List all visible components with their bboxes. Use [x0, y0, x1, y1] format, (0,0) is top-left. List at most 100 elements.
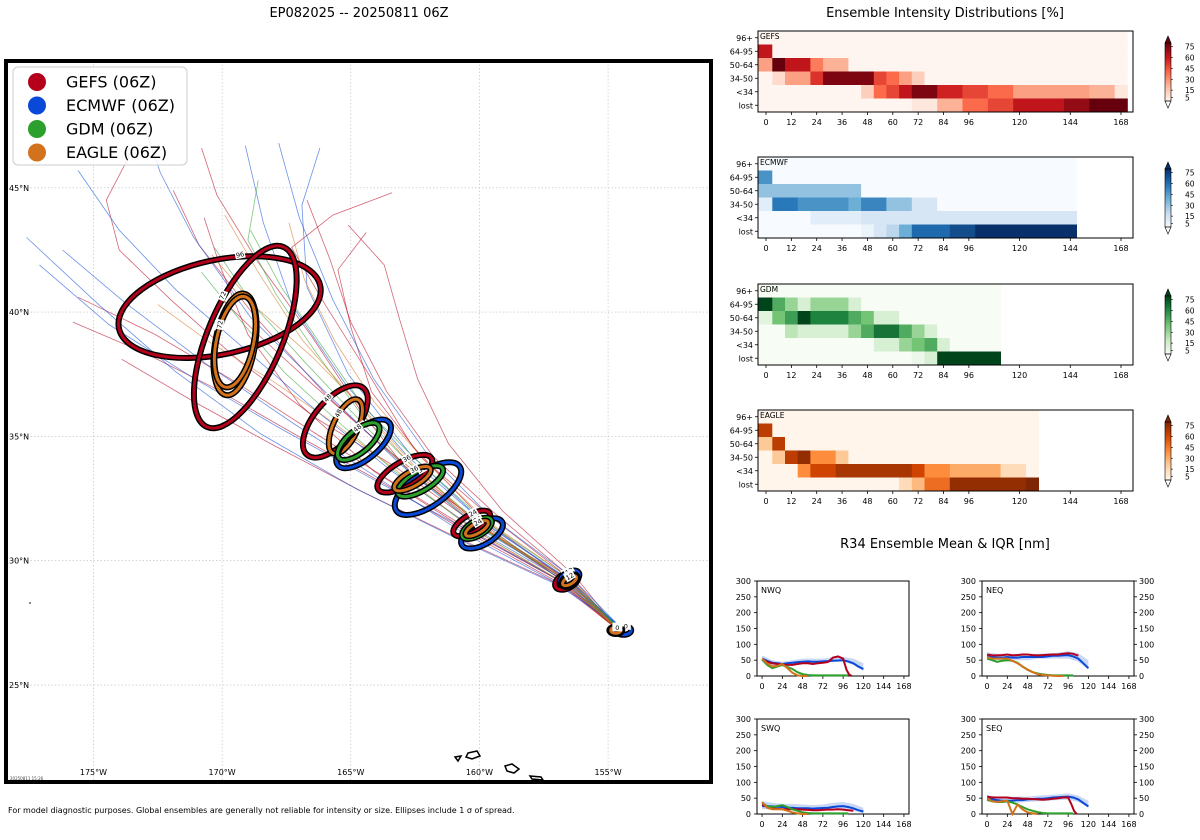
heatmap-cell — [1013, 184, 1027, 198]
heatmap-cell — [873, 477, 887, 492]
heatmap-cell — [962, 437, 976, 451]
colorbar-frame — [1164, 295, 1172, 355]
heatmap-cell — [1063, 31, 1077, 45]
heatmap-cell — [772, 477, 786, 492]
heatmap-cell — [1000, 98, 1014, 113]
heatmap-cell — [797, 170, 811, 185]
heatmap-cell — [987, 85, 1001, 99]
heatmap-cell — [962, 450, 976, 465]
heatmap-cell — [975, 410, 989, 424]
heatmap-cell — [1013, 58, 1027, 72]
heatmap-cell — [1000, 197, 1014, 212]
heatmap-cell — [861, 157, 875, 171]
colorbar-segment — [1165, 435, 1171, 438]
heatmap-cell — [835, 71, 849, 86]
heatmap-cell — [1051, 197, 1065, 212]
heatmap-xtick-label: 36 — [837, 244, 847, 253]
heatmap-cell — [1025, 197, 1039, 212]
heatmap-xtick-label: 84 — [938, 371, 948, 380]
heatmap-cell — [1051, 31, 1065, 45]
heatmap-cell — [823, 450, 837, 465]
heatmap-cell — [873, 324, 887, 339]
colorbar-segment — [1165, 87, 1171, 90]
r34-ytick-label: 250 — [961, 593, 976, 602]
r34-ytick-right-label: 100 — [1139, 640, 1154, 649]
heatmap-cell — [823, 284, 837, 298]
lat-tick-label: 30°N — [9, 557, 29, 566]
colorbar-segment — [1165, 346, 1171, 349]
heatmap-cell — [835, 437, 849, 451]
lon-tick-label: 160°W — [466, 768, 493, 777]
ellipse-eagle-36: 36 — [391, 463, 434, 494]
heatmap-xtick-label: 60 — [888, 244, 898, 253]
heatmap-cell — [772, 224, 786, 239]
heatmap-cell — [848, 85, 862, 99]
colorbar-min-extend — [1164, 226, 1172, 235]
r34-ytick-right-label: 50 — [1139, 656, 1149, 665]
legend-marker-gdm — [28, 120, 46, 138]
heatmap-cell — [861, 85, 875, 99]
colorbar-segment — [1165, 184, 1171, 187]
heatmap-cell — [1000, 437, 1014, 451]
colorbar-segment — [1165, 303, 1171, 307]
heatmap-cell — [1025, 464, 1039, 478]
heatmap-cell — [987, 184, 1001, 198]
heatmap-cell — [949, 477, 963, 492]
heatmap-cell — [886, 477, 900, 492]
ellipse-ring — [192, 244, 299, 430]
heatmap-xtick-label: 36 — [837, 118, 847, 127]
legend-label-gdm: GDM (06Z) — [66, 120, 153, 139]
heatmap-cell — [911, 170, 925, 185]
heatmap-cell — [924, 410, 938, 424]
colorbar-tick-label: 15 — [1185, 465, 1195, 474]
colorbar-segment — [1165, 431, 1171, 434]
colorbar-segment — [1165, 58, 1171, 61]
heatmap-cell — [848, 477, 862, 492]
colorbar-segment — [1165, 215, 1171, 218]
heatmap-panel-label: EAGLE — [760, 411, 785, 420]
heatmap-cell — [1025, 85, 1039, 99]
r34-xtick-label: 96 — [1063, 682, 1073, 691]
colorbar-segment — [1165, 451, 1171, 454]
heatmap-cell — [873, 450, 887, 465]
heatmap-cell — [758, 437, 773, 451]
heatmap-cell — [785, 437, 799, 451]
heatmap-cell — [861, 338, 875, 352]
heatmap-cell — [772, 197, 786, 212]
colorbar-segment — [1165, 325, 1171, 328]
heatmap-cell — [987, 284, 1001, 298]
heatmap-cell — [911, 284, 925, 298]
colorbar-tick-label: 5 — [1185, 346, 1190, 355]
heatmap-cell — [797, 197, 811, 212]
heatmap-cell — [975, 338, 989, 352]
heatmap-cell — [975, 184, 989, 198]
r34-xtick-label: 144 — [876, 682, 891, 691]
heatmap-cell — [1038, 58, 1052, 72]
heatmap-cell — [861, 170, 875, 185]
heatmap-cell — [924, 297, 938, 312]
lat-tick-label: 35°N — [9, 432, 29, 441]
colorbar-segment — [1165, 46, 1171, 50]
heatmap-cell — [937, 157, 951, 171]
heatmap-xtick-label: 96 — [964, 497, 974, 506]
heatmap-cell — [1114, 71, 1128, 86]
heatmap-cell — [873, 31, 887, 45]
heatmap-cell — [1063, 44, 1077, 59]
heatmap-cell — [823, 197, 837, 212]
heatmap-cell — [1000, 410, 1014, 424]
legend-label-eagle: EAGLE (06Z) — [66, 143, 167, 162]
heatmap-cell — [949, 157, 963, 171]
heatmap-cell — [1013, 98, 1027, 113]
heatmap-cell — [758, 297, 773, 312]
colorbar-segment — [1165, 182, 1171, 185]
ellipse-label-bg — [214, 318, 225, 331]
heatmap-cell — [772, 450, 786, 465]
heatmap-cell — [772, 71, 786, 86]
colorbar-segment — [1165, 54, 1171, 57]
heatmap-cell — [810, 71, 824, 86]
heatmap-cell — [962, 311, 976, 325]
heatmap-cell — [848, 297, 862, 312]
heatmap-ytick-label: 34-50 — [730, 453, 753, 462]
heatmap-ytick-label: 96+ — [736, 160, 753, 169]
